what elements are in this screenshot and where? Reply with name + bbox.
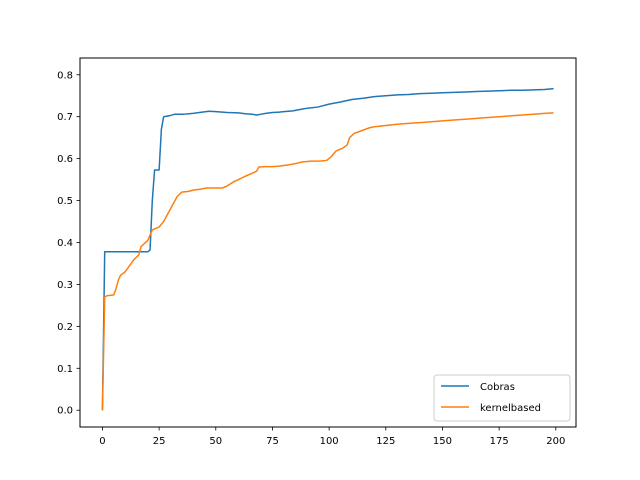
y-tick-label: 0.7	[57, 112, 73, 123]
y-tick-label: 0.2	[57, 322, 73, 333]
x-tick-label: 150	[433, 436, 452, 447]
y-axis: 0.0 0.1 0.2 0.3 0.4 0.5 0.6 0.7 0.8	[57, 70, 80, 417]
legend: Cobras kernelbased	[433, 374, 571, 422]
y-tick-label: 0.3	[57, 280, 73, 291]
x-tick-label: 200	[546, 436, 565, 447]
x-tick-label: 25	[153, 436, 166, 447]
x-tick-label: 50	[209, 436, 222, 447]
x-axis: 0 25 50 75 100 125 150 175 200	[99, 427, 565, 447]
x-tick-label: 125	[376, 436, 395, 447]
series-lines	[101, 87, 554, 411]
y-tick-label: 0.8	[57, 70, 73, 81]
series-line-kernelbased	[101, 112, 554, 411]
x-tick-label: 75	[266, 436, 279, 447]
x-tick-label: 175	[490, 436, 509, 447]
legend-label-cobras: Cobras	[480, 382, 515, 393]
y-tick-label: 0.4	[57, 238, 73, 249]
y-tick-label: 0.1	[57, 364, 73, 375]
y-tick-label: 0.6	[57, 154, 73, 165]
series-line-cobras	[101, 87, 554, 411]
y-tick-label: 0.0	[57, 406, 73, 417]
x-tick-label: 0	[99, 436, 105, 447]
y-tick-label: 0.5	[57, 196, 73, 207]
x-tick-label: 100	[320, 436, 339, 447]
legend-label-kernelbased: kernelbased	[480, 403, 541, 414]
